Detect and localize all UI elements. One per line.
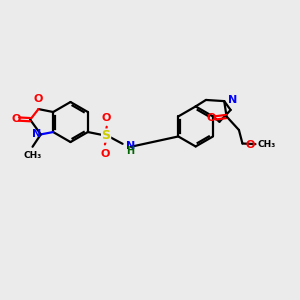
- Text: O: O: [102, 112, 111, 123]
- Text: N: N: [126, 141, 135, 151]
- Text: O: O: [207, 113, 216, 123]
- Text: N: N: [32, 129, 41, 139]
- Text: O: O: [12, 114, 21, 124]
- Text: O: O: [246, 140, 255, 150]
- Text: O: O: [100, 148, 110, 158]
- Text: CH₃: CH₃: [23, 151, 42, 160]
- Text: CH₃: CH₃: [258, 140, 276, 148]
- Text: N: N: [228, 95, 237, 105]
- Text: O: O: [34, 94, 43, 104]
- Text: H: H: [126, 146, 134, 157]
- Text: S: S: [102, 129, 111, 142]
